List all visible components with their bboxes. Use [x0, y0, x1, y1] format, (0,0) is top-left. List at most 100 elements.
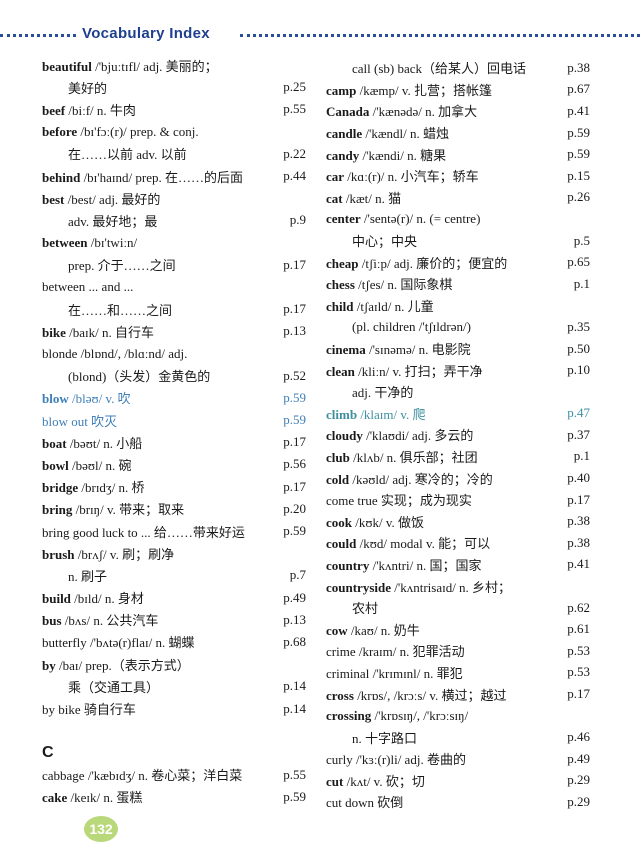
entry: center /'sentə(r)/ n. (= centre)	[326, 208, 590, 230]
headword: cut	[326, 773, 344, 789]
entry: bring good luck to ... 给……带来好运 p.59	[42, 520, 306, 542]
entry: bring /brɪŋ/ v. 带来；取来 p.20	[42, 498, 306, 520]
definition: /tʃes/ n. 国际象棋	[354, 277, 453, 293]
definition: /tʃaɪld/ n. 儿童	[353, 298, 434, 314]
page-ref: p.17	[283, 478, 306, 494]
definition-continued: call (sb) back（给某人）回电话	[352, 61, 527, 77]
entry-text: adj. 干净的	[326, 382, 413, 401]
headword: child	[326, 298, 354, 314]
entry-text: clean /kliːn/ v. 打扫；弄干净	[326, 361, 483, 380]
definition: bring good luck to ... 给……带来好运	[42, 524, 245, 540]
definition: /kʊk/ v. 做饭	[352, 514, 425, 530]
entry: cake /keɪk/ n. 蛋糕 p.59	[42, 786, 306, 808]
entry-text: cook /kʊk/ v. 做饭	[326, 512, 424, 531]
entry-text: country /'kʌntri/ n. 国；国家	[326, 555, 481, 574]
entry-text: center /'sentə(r)/ n. (= centre)	[326, 211, 480, 227]
header-title: Vocabulary Index	[82, 25, 210, 42]
entry-text: bridge /brɪdʒ/ n. 桥	[42, 477, 145, 496]
definition: /'krɒsɪŋ/, /'krɔːsɪŋ/	[371, 707, 469, 723]
page-ref: p.26	[567, 189, 590, 205]
entry-text: n. 刷子	[42, 566, 107, 585]
headword: bus	[42, 613, 62, 629]
entry: adj. 干净的	[326, 381, 590, 403]
page-ref: p.41	[567, 556, 590, 572]
definition: /krɒs/, /krɔːs/ v. 横过；越过	[353, 687, 507, 703]
entry-text: club /klʌb/ n. 俱乐部；社团	[326, 447, 478, 466]
definition: /bəʊt/ n. 小船	[66, 435, 143, 451]
entry: bridge /brɪdʒ/ n. 桥 p.17	[42, 476, 306, 498]
entry: blow /bləʊ/ v. 吹 p.59	[42, 387, 306, 409]
entry-text: blow /bləʊ/ v. 吹	[42, 388, 131, 407]
entry: n. 刷子 p.7	[42, 564, 306, 586]
definition: /bəʊl/ n. 碗	[68, 457, 132, 473]
definition: /kəʊld/ adj. 寒冷的；冷的	[349, 471, 493, 487]
entry: (blond)（头发）金黄色的 p.52	[42, 365, 306, 387]
headword: country	[326, 557, 370, 573]
entry: camp /kæmp/ v. 扎营；搭帐篷 p.67	[326, 79, 590, 101]
entry: cheap /tʃiːp/ adj. 廉价的；便宜的 p.65	[326, 251, 590, 273]
page-ref: p.1	[573, 275, 590, 291]
definition-continued: 农村	[352, 601, 379, 617]
page-ref: p.61	[567, 621, 590, 637]
entry-text: behind /bɪ'haɪnd/ prep. 在……的后面	[42, 167, 243, 186]
entry: child /tʃaɪld/ n. 儿童	[326, 295, 590, 317]
page-ref: p.1	[573, 448, 590, 464]
entry: by /baɪ/ prep.（表示方式）	[42, 653, 306, 675]
entry: climb /klaɪm/ v. 爬 p.47	[326, 403, 590, 425]
headword: center	[326, 210, 361, 226]
entry: cow /kaʊ/ n. 奶牛 p.61	[326, 618, 590, 640]
entry-text: bike /baɪk/ n. 自行车	[42, 322, 154, 341]
entry-text: cut down 砍倒	[326, 792, 403, 811]
section-letter: C	[42, 743, 54, 761]
entry-text: candle /'kændl/ n. 蜡烛	[326, 123, 449, 142]
definition-continued: n. 刷子	[68, 568, 108, 584]
page-number: 132	[84, 816, 118, 842]
definition: /'klaʊdi/ adj. 多云的	[362, 428, 474, 444]
headword: bowl	[42, 457, 69, 473]
entry-text: cheap /tʃiːp/ adj. 廉价的；便宜的	[326, 253, 507, 272]
entry: before /bɪ'fɔː(r)/ prep. & conj.	[42, 121, 306, 143]
definition: between ... and ...	[42, 278, 134, 294]
definition: criminal /'krɪmɪnl/ n. 罪犯	[326, 665, 463, 681]
page-ref: p.59	[567, 146, 590, 162]
page-ref: p.17	[567, 686, 590, 702]
entry-text: bring /brɪŋ/ v. 带来；取来	[42, 499, 184, 518]
entry-text: crossing /'krɒsɪŋ/, /'krɔːsɪŋ/	[326, 708, 468, 724]
definition: crime /kraɪm/ n. 犯罪活动	[326, 644, 465, 660]
headword: candy	[326, 147, 360, 163]
definition: /kɑː(r)/ n. 小汽车；轿车	[344, 169, 479, 185]
page-ref: p.7	[289, 567, 306, 583]
entry: cross /krɒs/, /krɔːs/ v. 横过；越过 p.17	[326, 683, 590, 705]
entry-text: best /best/ adj. 最好的	[42, 189, 160, 208]
definition: /kliːn/ v. 打扫；弄干净	[354, 363, 483, 379]
entry-text: curly /'kɜː(r)li/ adj. 卷曲的	[326, 749, 466, 768]
entry: call (sb) back（给某人）回电话 p.38	[326, 57, 590, 79]
entry: 美好的 p.25	[42, 76, 306, 98]
headword: cat	[326, 190, 343, 206]
headword: climb	[326, 406, 358, 422]
definition: /'kʌntrisaɪd/ n. 乡村；	[391, 579, 512, 595]
entry: candle /'kændl/ n. 蜡烛 p.59	[326, 122, 590, 144]
page-ref: p.35	[567, 318, 590, 334]
headword: chess	[326, 277, 355, 293]
entry-text: 乘（交通工具）	[42, 677, 159, 696]
page-ref: p.20	[283, 500, 306, 516]
entry-text: 美好的	[42, 78, 107, 97]
entry-text: by bike 骑自行车	[42, 699, 136, 718]
page-ref: p.65	[567, 254, 590, 270]
entry: 乘（交通工具） p.14	[42, 675, 306, 697]
page-ref: p.49	[567, 750, 590, 766]
page-ref: p.59	[283, 389, 306, 405]
headword: blow	[42, 391, 69, 407]
entry-text: 在……以前 adv. 以前	[42, 144, 187, 163]
entry-text: (blond)（头发）金黄色的	[42, 366, 210, 385]
page-ref: p.13	[283, 323, 306, 339]
definition-continued: 美好的	[68, 80, 108, 96]
definition: blow out 吹灭	[42, 413, 118, 429]
headword: clean	[326, 363, 355, 379]
entry: clean /kliːn/ v. 打扫；弄干净 p.10	[326, 359, 590, 381]
entry-text: Canada /'kænədə/ n. 加拿大	[326, 101, 477, 120]
page-ref: p.40	[567, 470, 590, 486]
headword: build	[42, 591, 71, 607]
entry-text: call (sb) back（给某人）回电话	[326, 58, 526, 77]
